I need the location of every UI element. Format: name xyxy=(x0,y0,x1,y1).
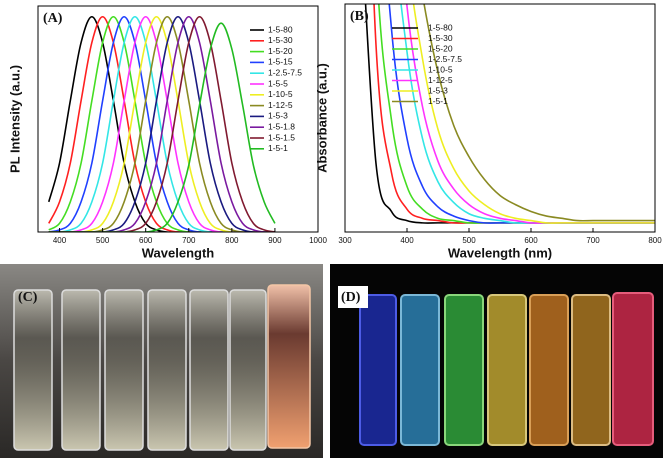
legend-label: 1-5-80 xyxy=(268,24,293,34)
legend-label: 1-5-1 xyxy=(428,96,448,106)
x-axis-label: Wavelength (nm) xyxy=(448,245,552,260)
panel-label: (C) xyxy=(18,290,38,305)
series-line xyxy=(48,15,275,232)
x-tick-label: 400 xyxy=(400,236,414,245)
chart: 400 500 600 700 800 900 1000 Wavelength PL Inten… xyxy=(7,5,327,260)
legend-label: 1-5-80 xyxy=(428,22,453,32)
cuvette xyxy=(400,294,440,446)
series-line xyxy=(48,15,275,232)
series-line xyxy=(48,15,275,232)
x-tick-label: 300 xyxy=(338,236,352,245)
cuvette xyxy=(359,294,397,446)
legend-label: 1-2.5-7.5 xyxy=(268,67,302,77)
series-line xyxy=(400,4,655,224)
series-line xyxy=(48,15,275,232)
x-tick-label: 700 xyxy=(182,236,196,245)
panel-label: (B) xyxy=(350,9,369,24)
cuvette xyxy=(147,289,187,451)
plot-frame xyxy=(37,5,319,233)
chart: 300 400 500 600 700 800 Wavelength (nm) Absorba… xyxy=(314,3,662,260)
legend-label: 1-10-5 xyxy=(268,89,293,99)
legend-label: 1-5-20 xyxy=(428,43,453,53)
cuvette xyxy=(61,289,101,451)
label-box xyxy=(338,286,368,308)
legend-label: 1-5-1.8 xyxy=(268,121,295,131)
series-line xyxy=(423,4,655,222)
x-tick-label: 900 xyxy=(268,236,282,245)
legend-label: 1-5-5 xyxy=(268,78,288,88)
legend-label: 1-10-5 xyxy=(428,64,453,74)
legend-label: 1-5-1.5 xyxy=(268,132,295,142)
series-line xyxy=(47,15,275,232)
cuvette xyxy=(267,284,311,449)
cuvette xyxy=(189,289,229,451)
legend-label: 1-5-15 xyxy=(268,57,293,67)
panel-label: (D) xyxy=(341,290,361,305)
series-line xyxy=(48,22,276,232)
x-tick-label: 400 xyxy=(53,236,67,245)
legend-label: 1-2.5-7.5 xyxy=(428,54,462,64)
legend-label: 1-5-30 xyxy=(268,35,293,45)
series-line xyxy=(48,15,275,232)
x-tick-label: 800 xyxy=(225,236,239,245)
legend-label: 1-5-3 xyxy=(428,85,448,95)
legend-label: 1-12-5 xyxy=(268,100,293,110)
legend-label: 1-5-1 xyxy=(268,143,288,153)
panel-label: (A) xyxy=(43,11,63,26)
legend-label: 1-5-20 xyxy=(268,46,293,56)
x-tick-label: 600 xyxy=(524,236,538,245)
photo-c: (C) xyxy=(0,264,323,458)
series-line xyxy=(48,15,275,232)
y-axis-label: PL Intensity (a.u.) xyxy=(7,65,22,173)
x-axis-label: Wavelength xyxy=(142,245,215,260)
cuvette xyxy=(444,294,484,446)
series-group xyxy=(47,15,276,232)
cuvette xyxy=(487,294,527,446)
x-tick-label: 1000 xyxy=(309,236,327,245)
x-tick-label: 800 xyxy=(648,236,662,245)
legend-label: 1-5-3 xyxy=(268,111,288,121)
series-line xyxy=(48,15,276,232)
cuvette xyxy=(571,294,611,446)
cuvette xyxy=(229,289,267,451)
plot-frame xyxy=(344,3,656,233)
series-group xyxy=(364,4,655,224)
series-line xyxy=(48,15,275,232)
y-axis-label: Absorbance (a.u.) xyxy=(314,63,329,173)
cuvette xyxy=(104,289,144,451)
series-line xyxy=(48,15,275,232)
series-line xyxy=(48,15,275,232)
x-tick-label: 600 xyxy=(139,236,153,245)
x-tick-label: 500 xyxy=(462,236,476,245)
cuvette xyxy=(612,292,654,446)
x-tick-label: 700 xyxy=(586,236,600,245)
cuvette xyxy=(529,294,569,446)
legend-label: 1-12-5 xyxy=(428,75,453,85)
legend-label: 1-5-30 xyxy=(428,33,453,43)
cuvette xyxy=(13,289,53,451)
x-tick-label: 500 xyxy=(96,236,110,245)
series-line xyxy=(412,4,655,224)
photo-d: (D) xyxy=(330,264,663,458)
